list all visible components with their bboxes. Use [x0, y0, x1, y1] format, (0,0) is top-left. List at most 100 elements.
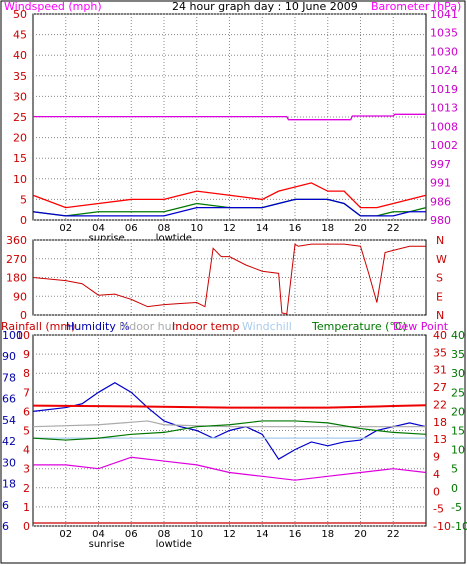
sunrise-label: sunrise: [89, 539, 125, 550]
legend-humidity: Humidity %: [66, 320, 130, 333]
x-tick: 10: [190, 529, 203, 540]
y-right-tick: W: [436, 253, 447, 266]
sunrise-label: sunrise: [89, 233, 125, 244]
y-rain-tick: 5: [23, 425, 30, 438]
temp-series: [32, 382, 427, 524]
y-hum-tick: 6: [2, 499, 9, 512]
y-right-tick: 986: [430, 195, 451, 208]
y-left-tick: 5: [20, 193, 27, 206]
y-right-tick: 1013: [430, 102, 458, 115]
y-left-tick: 90: [13, 290, 27, 303]
y-dew-tick: -10: [451, 520, 467, 533]
y-left-tick: 35: [13, 70, 27, 83]
y-hum-tick: 18: [2, 478, 16, 491]
y-left-tick: 360: [6, 234, 27, 247]
legend-dewpoint: Dew Point: [393, 320, 449, 333]
series-line-dew-point: [33, 456, 427, 481]
series-line-barometer: [33, 113, 426, 121]
series-line-gust: [32, 182, 427, 209]
y-left-tick: 45: [13, 29, 27, 42]
y-temp-tick: 9: [433, 451, 440, 464]
x-tick: 06: [125, 223, 138, 234]
x-tick: 12: [223, 223, 236, 234]
y-dew-tick: 0: [451, 482, 458, 495]
y-right-tick: N: [436, 309, 444, 322]
y-dew-tick: 30: [451, 367, 465, 380]
x-tick: 06: [125, 529, 138, 540]
x-tick: 18: [321, 529, 334, 540]
direction-grid: 360 N 270 W 180 S 90 E 0 N: [6, 234, 447, 322]
x-tick: 10: [190, 223, 203, 234]
y-left-tick: 40: [13, 49, 27, 62]
y-temp-tick: -10: [433, 520, 451, 533]
y-temp-tick: 35: [433, 346, 447, 359]
direction-series: [32, 243, 426, 315]
x-tick: 02: [59, 223, 72, 234]
y-left-tick: 30: [13, 90, 27, 103]
y-right-tick: 1002: [430, 139, 458, 152]
x-tick: 20: [354, 529, 367, 540]
y-left-tick: 180: [6, 272, 27, 285]
y-hum-tick: 54: [2, 414, 16, 427]
y-temp-tick: 27: [433, 381, 447, 394]
y-hum-tick: 90: [2, 350, 16, 363]
y-dew-tick: 15: [451, 425, 465, 438]
y-right-tick: 1024: [430, 64, 458, 77]
y-temp-tick: -5: [433, 503, 444, 516]
y-right-tick: 1008: [430, 120, 458, 133]
y-dew-tick: 25: [451, 386, 465, 399]
windspeed-label: Windspeed (mph): [4, 0, 102, 13]
chart-title: 24 hour graph day : 10 June 2009: [172, 0, 358, 13]
legend-rainfall: Rainfall (mm): [1, 320, 75, 333]
y-rain-tick: 1: [23, 501, 30, 514]
x-tick: 08: [158, 223, 171, 234]
y-temp-tick: 13: [433, 433, 447, 446]
y-right-tick: N: [436, 234, 444, 247]
y-rain-tick: 6: [23, 405, 30, 418]
y-dew-tick: 5: [451, 463, 458, 476]
y-dew-tick: 10: [451, 444, 465, 457]
legend-windchill: Windchill: [242, 320, 292, 333]
y-left-tick: 15: [13, 152, 27, 165]
y-right-tick: 980: [430, 214, 451, 227]
series-line-average: [32, 198, 426, 217]
x-tick: 16: [289, 223, 302, 234]
y-right-tick: 1019: [430, 83, 458, 96]
y-rain-tick: 7: [23, 386, 30, 399]
y-right-tick: 1041: [430, 8, 458, 21]
y-temp-tick: 4: [433, 468, 440, 481]
y-left-tick: 270: [6, 253, 27, 266]
x-tick: 22: [387, 223, 400, 234]
y-temp-tick: 31: [433, 364, 447, 377]
y-temp-tick: 22: [433, 398, 447, 411]
y-hum-tick: 78: [2, 371, 16, 384]
lowtide-label: lowtide: [156, 539, 192, 550]
y-rain-tick: 3: [23, 463, 30, 476]
legend-temperature: Temperature (°C): [311, 320, 407, 333]
y-hum-tick: 42: [2, 435, 16, 448]
y-dew-tick: 20: [451, 405, 465, 418]
x-tick: 02: [59, 529, 72, 540]
y-temp-tick: 40: [433, 329, 447, 342]
series-line-indoor-temp: [32, 404, 427, 409]
y-rain-tick: 10: [16, 329, 30, 342]
x-tick: 08: [158, 529, 171, 540]
x-tick: 14: [256, 529, 269, 540]
legend-indoor-hum: Indoor hum: [119, 320, 182, 333]
y-temp-tick: 0: [433, 485, 440, 498]
y-rain-tick: 9: [23, 348, 30, 361]
y-left-tick: 50: [13, 8, 27, 21]
barometer-label: Barometer (hPa): [371, 0, 461, 13]
y-left-tick: 20: [13, 132, 27, 145]
series-line-direction: [32, 243, 426, 315]
y-right-tick: S: [436, 272, 443, 285]
y-right-tick: 991: [430, 177, 451, 190]
y-dew-tick: 40: [451, 329, 465, 342]
y-hum-tick: 30: [2, 456, 16, 469]
y-rain-tick: 0: [23, 520, 30, 533]
y-dew-tick: -5: [451, 501, 462, 514]
y-right-tick: E: [436, 290, 443, 303]
